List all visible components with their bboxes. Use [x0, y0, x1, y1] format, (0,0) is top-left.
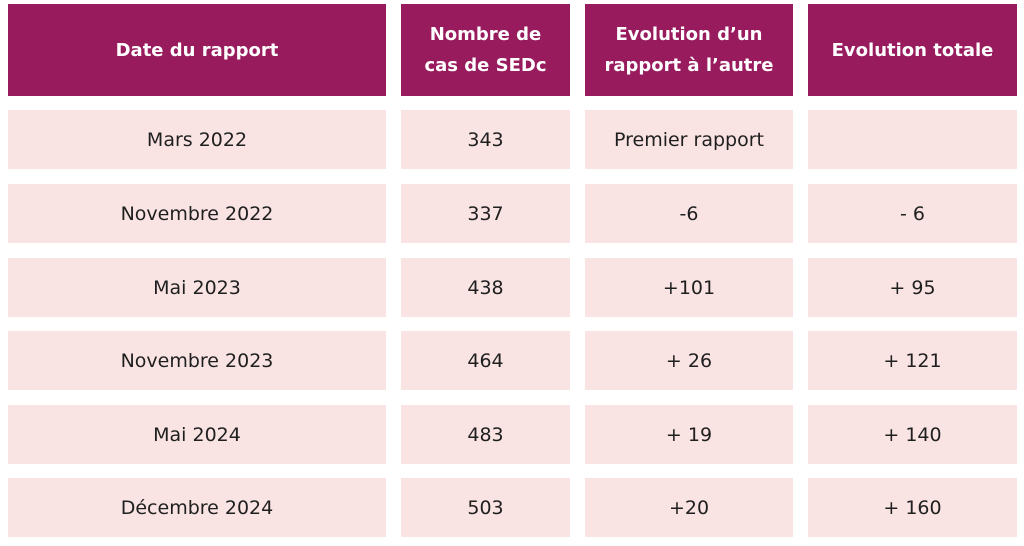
cell-date: Mai 2023 — [8, 258, 386, 317]
header-label: Nombre de cas de SEDc — [424, 24, 547, 76]
cell-evolution-total: - 6 — [808, 184, 1017, 243]
cell-evolution-total: + 160 — [808, 478, 1017, 537]
cell-cases: 483 — [401, 405, 570, 464]
cell-evolution-total: + 140 — [808, 405, 1017, 464]
header-label: Evolution totale — [831, 39, 994, 61]
cell-evolution: + 26 — [585, 331, 793, 390]
cell-date: Mars 2022 — [8, 110, 386, 169]
cell-cases: 464 — [401, 331, 570, 390]
cell-date: Novembre 2022 — [8, 184, 386, 243]
cell-evolution: Premier rapport — [585, 110, 793, 169]
header-label: Evolution d’un rapport à l’autre — [604, 24, 774, 76]
header-nombre-de-cas: Nombre de cas de SEDc — [401, 4, 570, 96]
header-label: Date du rapport — [115, 39, 279, 61]
cell-cases: 337 — [401, 184, 570, 243]
cell-cases: 503 — [401, 478, 570, 537]
cell-cases: 438 — [401, 258, 570, 317]
cell-evolution: +101 — [585, 258, 793, 317]
cell-evolution: -6 — [585, 184, 793, 243]
cell-evolution-total — [808, 110, 1017, 169]
cell-date: Décembre 2024 — [8, 478, 386, 537]
cell-evolution-total: + 95 — [808, 258, 1017, 317]
cell-evolution: + 19 — [585, 405, 793, 464]
header-evolution-totale: Evolution totale — [808, 4, 1017, 96]
header-evolution-rapport: Evolution d’un rapport à l’autre — [585, 4, 793, 96]
cell-date: Mai 2024 — [8, 405, 386, 464]
cell-date: Novembre 2023 — [8, 331, 386, 390]
cell-evolution-total: + 121 — [808, 331, 1017, 390]
header-date-du-rapport: Date du rapport — [8, 4, 386, 96]
cell-cases: 343 — [401, 110, 570, 169]
cell-evolution: +20 — [585, 478, 793, 537]
